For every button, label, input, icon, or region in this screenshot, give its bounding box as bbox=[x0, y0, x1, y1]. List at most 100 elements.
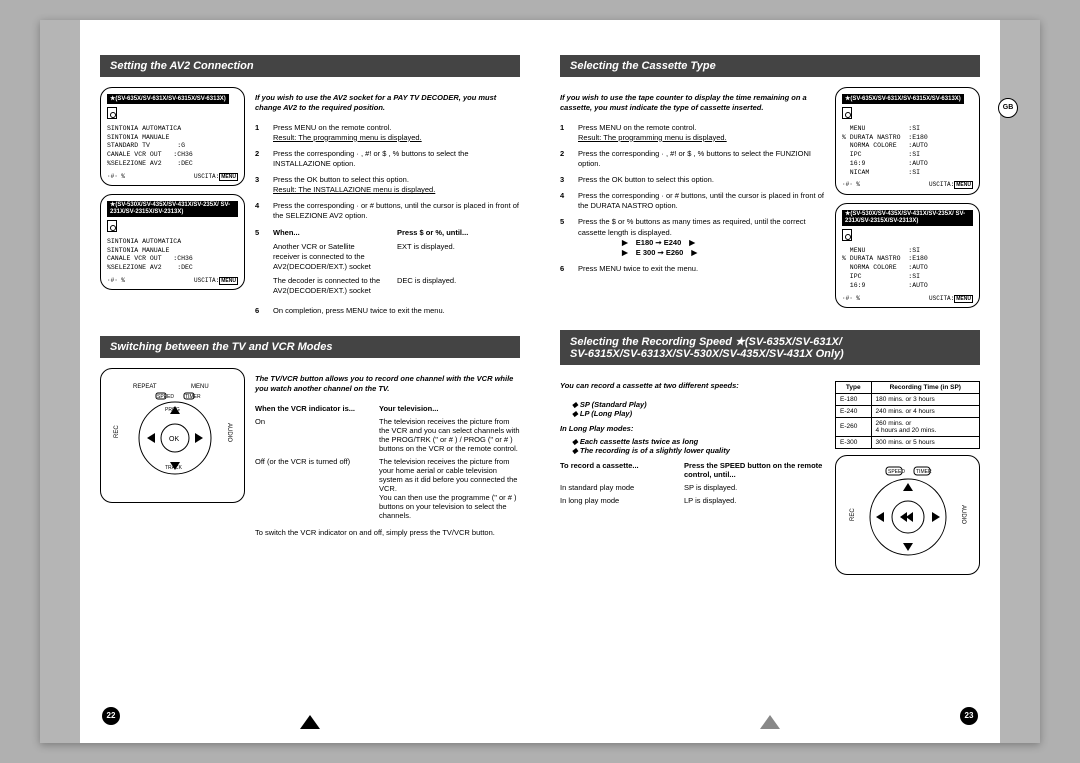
gb-badge: GB bbox=[998, 98, 1018, 118]
section-title-cassette: Selecting the Cassette Type bbox=[560, 55, 980, 77]
recspeed-lead: You can record a cassette at two differe… bbox=[560, 381, 825, 391]
page-number-right: 23 bbox=[960, 707, 978, 725]
osd-lines-r2: MENU :SI % DURATA NASTRO :E180 NORMA COL… bbox=[842, 247, 973, 291]
osd-footer-l: ·#· % bbox=[107, 173, 125, 181]
menu-badge: MENU bbox=[954, 181, 973, 189]
gutter-right bbox=[1000, 20, 1040, 743]
osd-footer-l: ·#· % bbox=[842, 295, 860, 303]
tvvcr-r1-l: On bbox=[255, 417, 365, 453]
cstep-1: Press MENU on the remote control. bbox=[578, 123, 696, 132]
menu-badge: MENU bbox=[219, 277, 238, 285]
seq1: E180 ➞ E240 bbox=[636, 238, 681, 247]
gutter-left bbox=[40, 20, 80, 743]
svg-text:REC: REC bbox=[114, 425, 120, 438]
rec-r1-r: SP is displayed. bbox=[684, 483, 825, 492]
osd-label-1: ★(SV-635X/SV-631X/SV-6315X/SV-6313X) bbox=[107, 94, 229, 104]
bullet-quality: The recording is of a slightly lower qua… bbox=[572, 446, 825, 455]
osd-footer-r: USCITA: bbox=[929, 181, 954, 188]
osd-box-r2: ★(SV-530X/SV-435X/SV-431X/SV-235X/ SV-23… bbox=[835, 203, 980, 308]
step-3-result: Result: The INSTALLAZIONE menu is displa… bbox=[273, 185, 435, 194]
svg-text:REC: REC bbox=[850, 508, 856, 521]
cstep-5: Press the $ or % buttons as many times a… bbox=[578, 217, 806, 236]
cassette-icon bbox=[842, 107, 852, 119]
osd-lines-1: SINTONIA AUTOMATICA SINTONIA MANUALE STA… bbox=[107, 125, 238, 169]
tvvcr-r2-l: Off (or the VCR is turned off) bbox=[255, 457, 365, 520]
bullet-sp: SP (Standard Play) bbox=[572, 400, 825, 409]
tvvcr-footer: To switch the VCR indicator on and off, … bbox=[255, 528, 520, 537]
osd-box-1: ★(SV-635X/SV-631X/SV-6315X/SV-6313X) SIN… bbox=[100, 87, 245, 186]
bullet-twice: Each cassette lasts twice as long bbox=[572, 437, 825, 446]
osd-label-r2: ★(SV-530X/SV-435X/SV-431X/SV-235X/ SV-23… bbox=[842, 210, 973, 226]
step-1-result: Result: The programming menu is displaye… bbox=[273, 133, 422, 142]
rec-r2-r: LP is displayed. bbox=[684, 496, 825, 505]
table-cell: E-180 bbox=[836, 393, 872, 405]
page-right: GB Selecting the Cassette Type If you wi… bbox=[540, 20, 1000, 743]
press-header: Press $ or %, until... bbox=[397, 228, 520, 238]
table-cell: E-260 bbox=[836, 417, 872, 436]
cstep-3: Press the OK button to select this optio… bbox=[578, 175, 825, 185]
svg-text:REPEAT: REPEAT bbox=[133, 384, 157, 390]
svg-text:MENU: MENU bbox=[191, 384, 209, 390]
table-h2: Recording Time (in SP) bbox=[871, 381, 979, 393]
seq2: E 300 ➞ E260 bbox=[636, 248, 684, 257]
bullet-lp: LP (Long Play) bbox=[572, 409, 825, 418]
remote-icon: SPEED TIMER REC AUDIO bbox=[848, 457, 968, 572]
tvvcr-r1-r: The television receives the picture from… bbox=[379, 417, 520, 453]
cstep-4: Press the corresponding · or # buttons, … bbox=[578, 191, 825, 211]
steps-av2: 1Press MENU on the remote control.Result… bbox=[255, 123, 520, 317]
cstep-2: Press the corresponding · , #! or $ , % … bbox=[578, 149, 825, 169]
recording-time-table: TypeRecording Time (in SP) E-180180 mins… bbox=[835, 381, 980, 449]
osd-footer-r: USCITA: bbox=[929, 295, 954, 302]
when-header: When... bbox=[273, 228, 383, 238]
page-spread: Setting the AV2 Connection ★(SV-635X/SV-… bbox=[40, 20, 1040, 743]
osd-footer-r: USCITA: bbox=[194, 277, 219, 284]
osd-footer-r: USCITA: bbox=[194, 173, 219, 180]
menu-badge: MENU bbox=[954, 295, 973, 303]
svg-text:OK: OK bbox=[169, 436, 179, 443]
osd-label-2: ★(SV-530X/SV-435X/SV-431X/SV-235X/ SV-23… bbox=[107, 201, 238, 217]
step-3: Press the OK button to select this optio… bbox=[273, 175, 409, 184]
page-number-left: 22 bbox=[102, 707, 120, 725]
when-b: The decoder is connected to the AV2(DECO… bbox=[273, 276, 383, 296]
svg-text:PROG: PROG bbox=[165, 407, 180, 413]
intro-av2: If you wish to use the AV2 socket for a … bbox=[255, 93, 520, 113]
page-triangle-icon bbox=[300, 715, 320, 729]
table-cell: E-240 bbox=[836, 405, 872, 417]
cassette-icon bbox=[842, 229, 852, 241]
table-cell: 300 mins. or 5 hours bbox=[871, 436, 979, 448]
page-triangle-icon bbox=[760, 715, 780, 729]
table-cell: 180 mins. or 3 hours bbox=[871, 393, 979, 405]
svg-text:TIMER: TIMER bbox=[916, 469, 932, 475]
rec-r2-l: In long play mode bbox=[560, 496, 670, 505]
step-6: On completion, press MENU twice to exit … bbox=[273, 306, 520, 316]
page-left: Setting the AV2 Connection ★(SV-635X/SV-… bbox=[80, 20, 540, 743]
rec-th-l: To record a cassette... bbox=[560, 461, 670, 479]
rec-r1-l: In standard play mode bbox=[560, 483, 670, 492]
svg-text:AUDIO: AUDIO bbox=[960, 505, 966, 524]
tvvcr-r2-r: The television receives the picture from… bbox=[379, 457, 520, 520]
rec-th-r: Press the SPEED button on the remote con… bbox=[684, 461, 825, 479]
cassette-icon bbox=[107, 220, 117, 232]
section-title-recspeed: Selecting the Recording Speed ★(SV-635X/… bbox=[560, 330, 980, 365]
table-cell: E-300 bbox=[836, 436, 872, 448]
section-title-av2: Setting the AV2 Connection bbox=[100, 55, 520, 77]
table-cell: 240 mins. or 4 hours bbox=[871, 405, 979, 417]
step-2: Press the corresponding · , #! or $ , % … bbox=[273, 149, 520, 169]
cstep-6: Press MENU twice to exit the menu. bbox=[578, 264, 825, 274]
remote-illustration-1: REPEATMENU REC AUDIO OK SPEED TIMER bbox=[100, 368, 245, 503]
osd-lines-2: SINTONIA AUTOMATICA SINTONIA MANUALE CAN… bbox=[107, 238, 238, 273]
menu-badge: MENU bbox=[219, 173, 238, 181]
osd-box-r1: ★(SV-635X/SV-631X/SV-6315X/SV-6313X) MEN… bbox=[835, 87, 980, 195]
svg-text:AUDIO: AUDIO bbox=[226, 423, 232, 442]
osd-footer-l: ·#· % bbox=[107, 277, 125, 285]
svg-text:TRACK: TRACK bbox=[165, 465, 183, 471]
svg-text:SPEED: SPEED bbox=[157, 394, 174, 400]
remote-icon: REPEATMENU REC AUDIO OK SPEED TIMER bbox=[113, 378, 233, 493]
tvvcr-th-l: When the VCR indicator is... bbox=[255, 404, 365, 413]
cassette-icon bbox=[107, 107, 117, 119]
osd-box-2: ★(SV-530X/SV-435X/SV-431X/SV-235X/ SV-23… bbox=[100, 194, 245, 290]
lp-head: In Long Play modes: bbox=[560, 424, 825, 433]
step-4: Press the corresponding · or # buttons, … bbox=[273, 201, 520, 221]
osd-lines-r1: MENU :SI % DURATA NASTRO :E180 NORMA COL… bbox=[842, 125, 973, 178]
cstep-1r: Result: The programming menu is displaye… bbox=[578, 133, 727, 142]
